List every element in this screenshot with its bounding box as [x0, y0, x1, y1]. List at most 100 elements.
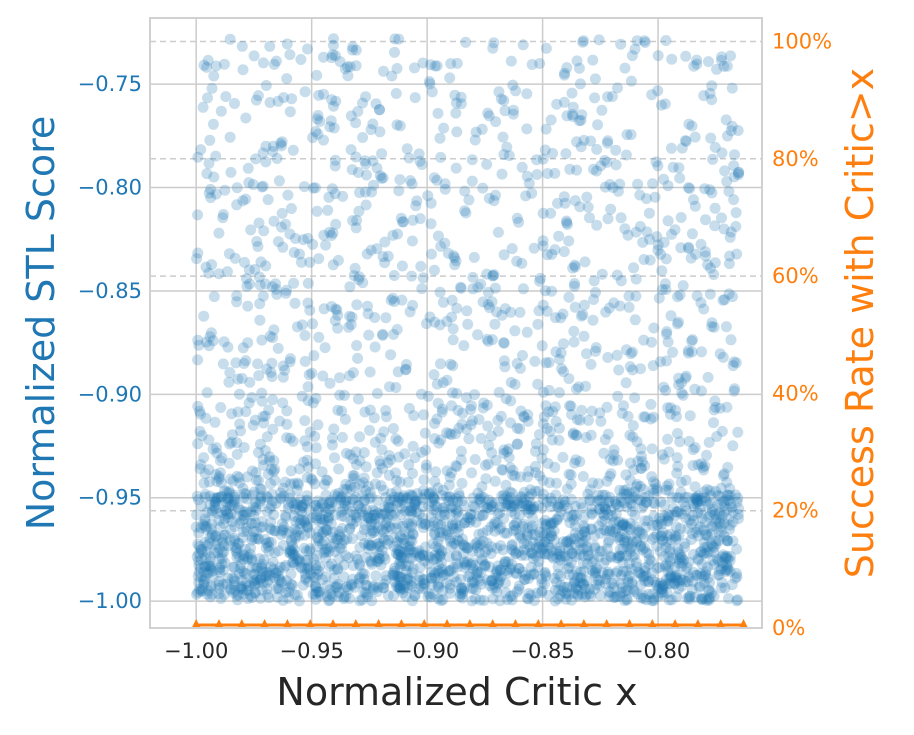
- scatter-point: [477, 535, 489, 547]
- scatter-point: [511, 438, 523, 450]
- scatter-point: [447, 522, 459, 534]
- scatter-point: [312, 419, 324, 431]
- scatter-point: [232, 373, 244, 385]
- scatter-point: [382, 538, 393, 550]
- scatter-point: [452, 534, 464, 546]
- scatter-point: [465, 508, 477, 520]
- scatter-point: [351, 511, 363, 523]
- scatter-point: [528, 242, 540, 254]
- scatter-point: [335, 494, 347, 506]
- scatter-point: [221, 508, 233, 520]
- scatter-point: [603, 497, 614, 509]
- scatter-point: [357, 277, 369, 289]
- scatter-point: [354, 571, 366, 583]
- scatter-point: [303, 561, 315, 573]
- scatter-point: [551, 576, 563, 588]
- scatter-point: [385, 502, 397, 513]
- scatter-point: [288, 277, 300, 289]
- scatter-point: [543, 357, 555, 368]
- scatter-point: [325, 518, 337, 530]
- scatter-point: [409, 62, 420, 74]
- scatter-point: [690, 492, 702, 504]
- scatter-point: [656, 284, 668, 296]
- scatter-point: [631, 479, 643, 490]
- scatter-point: [405, 575, 417, 587]
- scatter-point: [656, 518, 668, 530]
- scatter-point: [289, 532, 301, 544]
- scatter-point: [260, 80, 272, 91]
- scatter-point: [557, 451, 569, 463]
- scatter-point: [600, 554, 612, 566]
- scatter-point: [612, 531, 624, 543]
- scatter-point: [381, 517, 393, 528]
- scatter-point: [319, 479, 331, 491]
- scatter-point: [435, 510, 446, 522]
- scatter-point: [318, 547, 330, 559]
- scatter-point: [204, 556, 216, 568]
- scatter-point: [553, 230, 565, 242]
- scatter-point: [275, 493, 287, 505]
- scatter-point: [257, 147, 269, 159]
- scatter-point: [486, 447, 498, 459]
- scatter-point: [570, 583, 582, 595]
- scatter-point: [273, 583, 285, 595]
- scatter-point: [517, 39, 529, 51]
- scatter-point: [524, 484, 536, 496]
- scatter-point: [294, 463, 305, 475]
- scatter-point: [498, 355, 510, 367]
- scatter-point: [475, 538, 487, 550]
- scatter-point: [624, 474, 636, 486]
- scatter-point: [701, 541, 713, 553]
- scatter-point: [388, 328, 399, 340]
- scatter-point: [301, 472, 313, 484]
- scatter-point: [360, 186, 371, 198]
- scatter-point: [242, 300, 254, 312]
- scatter-point: [478, 492, 490, 503]
- scatter-point: [255, 490, 267, 502]
- scatter-point: [534, 58, 546, 69]
- scatter-point: [397, 492, 409, 504]
- scatter-point: [225, 508, 237, 520]
- scatter-point: [302, 563, 314, 575]
- scatter-point: [724, 483, 736, 495]
- scatter-point: [395, 509, 407, 520]
- scatter-point: [219, 485, 231, 497]
- success-rate-marker: [260, 619, 269, 627]
- scatter-point: [626, 540, 638, 552]
- scatter-point: [674, 289, 686, 301]
- scatter-point: [467, 575, 479, 587]
- scatter-point: [457, 407, 469, 419]
- scatter-point: [583, 549, 595, 561]
- scatter-point: [548, 534, 560, 546]
- scatter-point: [362, 308, 374, 320]
- scatter-point: [498, 493, 509, 505]
- scatter-point: [256, 387, 268, 399]
- scatter-point: [207, 571, 219, 583]
- scatter-point: [454, 590, 466, 602]
- scatter-point: [617, 517, 629, 529]
- scatter-point: [604, 550, 616, 562]
- scatter-point: [229, 491, 241, 503]
- success-rate-marker: [306, 619, 315, 627]
- scatter-point: [475, 553, 487, 565]
- scatter-point: [284, 228, 296, 240]
- scatter-point: [235, 425, 246, 437]
- scatter-point: [609, 526, 621, 538]
- scatter-point: [684, 514, 696, 526]
- scatter-point: [443, 479, 455, 491]
- scatter-point: [578, 134, 590, 146]
- scatter-point: [400, 359, 412, 370]
- scatter-point: [553, 548, 565, 560]
- scatter-point: [414, 508, 425, 520]
- scatter-point: [698, 464, 710, 476]
- scatter-point: [302, 232, 314, 244]
- scatter-point: [542, 539, 554, 551]
- scatter-point: [546, 285, 558, 297]
- scatter-point: [192, 570, 204, 582]
- scatter-point: [469, 538, 481, 550]
- scatter-point: [487, 42, 499, 54]
- scatter-point: [274, 561, 286, 573]
- scatter-point: [696, 593, 708, 605]
- scatter-point: [666, 534, 677, 546]
- scatter-point: [537, 240, 549, 252]
